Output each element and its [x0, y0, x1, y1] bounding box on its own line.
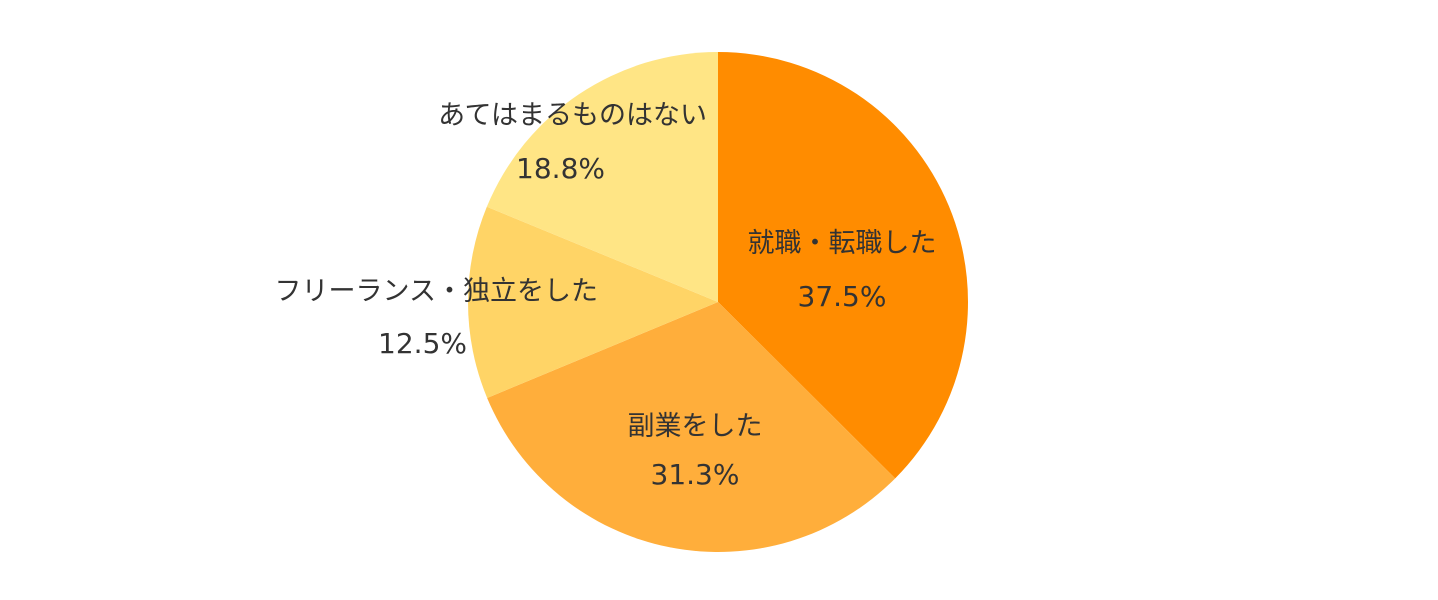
slice-label: フリーランス・独立をした — [275, 276, 598, 307]
slice-label: 副業をした — [628, 411, 763, 442]
slice-label: 就職・転職した — [748, 228, 937, 259]
slice-value-label: 18.8% — [516, 152, 605, 185]
pie-slice — [486, 52, 718, 302]
pie-slice — [718, 52, 969, 479]
slice-label: あてはまるものはない — [438, 100, 707, 131]
slice-value-label: 37.5% — [798, 280, 887, 313]
slice-value-label: 31.3% — [651, 458, 740, 491]
slice-value-label: 12.5% — [378, 327, 467, 360]
pie-slice — [487, 302, 896, 552]
pie-slices — [468, 52, 969, 552]
pie-labels: 就職・転職した 37.5% 副業をした 31.3% フリーランス・独立をした 12.5% あ… — [275, 100, 937, 491]
pie-slice — [468, 206, 718, 398]
